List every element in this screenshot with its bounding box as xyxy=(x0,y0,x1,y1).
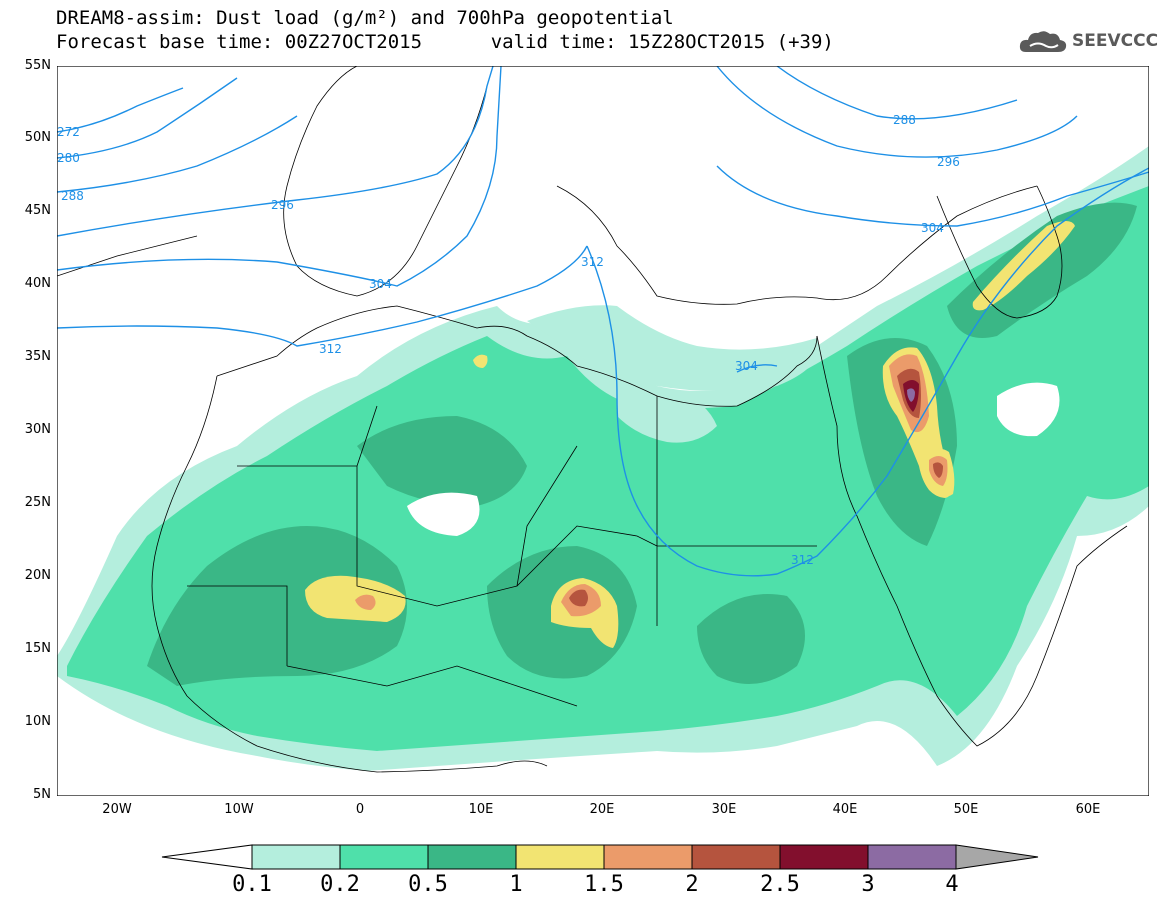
lat-label: 35N xyxy=(24,349,51,364)
colorbar-tick: 2.5 xyxy=(760,872,800,897)
lat-label: 15N xyxy=(24,641,51,656)
colorbar-swatch xyxy=(427,844,517,870)
dust-map: 272 280 288 296 304 312 304 312 288 296 … xyxy=(57,66,1149,796)
lat-label: 10N xyxy=(24,714,51,729)
contour-272 xyxy=(57,87,184,133)
contour-label: 312 xyxy=(319,342,342,356)
dust-region-dark-caspian xyxy=(947,202,1137,338)
dust-free-arabia-patch xyxy=(997,382,1060,437)
lon-label: 40E xyxy=(832,802,858,817)
dust-region-red-kuwait xyxy=(933,462,943,478)
contour-288-east xyxy=(776,66,1018,120)
colorbar-swatch xyxy=(515,844,605,870)
dust-region-purple-iraq xyxy=(907,388,915,402)
colorbar-low-triangle xyxy=(161,844,253,870)
contour-label: 280 xyxy=(57,151,80,165)
colorbar xyxy=(161,844,1039,870)
dust-region-red-chad xyxy=(569,589,588,607)
colorbar-tick: 0.5 xyxy=(408,872,448,897)
colorbar-swatch xyxy=(867,844,957,870)
contour-label: 304 xyxy=(735,359,758,373)
dust-free-libya-patch xyxy=(407,492,480,536)
contour-label: 272 xyxy=(57,125,80,139)
geopotential-contours xyxy=(57,66,1149,577)
lon-label: 30E xyxy=(711,802,737,817)
lat-label: 55N xyxy=(24,58,51,73)
contour-label: 312 xyxy=(791,553,814,567)
contour-label: 304 xyxy=(369,277,392,291)
colorbar-swatch xyxy=(779,844,869,870)
contour-280 xyxy=(57,77,238,159)
contour-label: 288 xyxy=(61,189,84,203)
dust-free-egypt-patch xyxy=(617,388,717,443)
dust-field xyxy=(57,146,1149,771)
lon-label: 20W xyxy=(102,802,132,817)
colorbar-tick: 0.2 xyxy=(320,872,360,897)
contour-label: 296 xyxy=(937,155,960,169)
logo-text: SEEVCCC xyxy=(1072,31,1159,51)
contour-304-east xyxy=(716,165,1149,227)
contour-296-east xyxy=(716,66,1078,158)
dust-region-yellow-tunisia xyxy=(473,354,488,368)
lat-label: 5N xyxy=(33,787,51,802)
seevccc-logo: SEEVCCC xyxy=(1018,28,1158,54)
contour-304-west xyxy=(57,66,502,287)
colorbar-tick: 4 xyxy=(945,872,959,897)
lat-label: 20N xyxy=(24,568,51,583)
contour-label: 312 xyxy=(581,255,604,269)
colorbar-swatch xyxy=(691,844,781,870)
dust-free-mediterranean xyxy=(527,305,819,391)
colorbar-tick: 1 xyxy=(509,872,523,897)
lat-label: 50N xyxy=(24,130,51,145)
contour-label: 304 xyxy=(921,221,944,235)
dust-region-yellow-mali xyxy=(305,575,406,622)
forecast-base-time: Forecast base time: 00Z27OCT2015 xyxy=(56,31,423,53)
coastlines xyxy=(57,66,1128,773)
dust-region-dark-west xyxy=(147,526,407,686)
dust-region-yellow-caspian xyxy=(972,221,1075,311)
contour-labels: 272 280 288 296 304 312 304 312 288 296 … xyxy=(57,113,960,567)
lon-label: 20E xyxy=(589,802,615,817)
lon-label: 50E xyxy=(953,802,979,817)
colorbar-tick: 1.5 xyxy=(584,872,624,897)
colorbar-tick: 0.1 xyxy=(232,872,272,897)
cloud-icon xyxy=(1019,31,1067,52)
lon-label: 0 xyxy=(355,802,365,817)
contour-label: 296 xyxy=(271,198,294,212)
colorbar-tick: 3 xyxy=(861,872,875,897)
contour-296-west xyxy=(57,66,494,237)
lat-label: 30N xyxy=(24,422,51,437)
lat-label: 40N xyxy=(24,276,51,291)
contour-288-west xyxy=(57,115,298,193)
map-title: DREAM8-assim: Dust load (g/m²) and 700hP… xyxy=(56,7,674,29)
valid-time: valid time: 15Z28OCT2015 (+39) xyxy=(490,31,834,53)
contour-312-central xyxy=(586,167,1149,577)
dust-region-dark-sudan xyxy=(697,594,805,684)
map-subtitle: Forecast base time: 00Z27OCT2015 valid t… xyxy=(56,32,834,52)
lat-label: 45N xyxy=(24,203,51,218)
lon-label: 10E xyxy=(468,802,494,817)
lon-label: 60E xyxy=(1075,802,1101,817)
colorbar-swatch xyxy=(603,844,693,870)
colorbar-swatch xyxy=(339,844,429,870)
colorbar-swatch xyxy=(251,844,341,870)
lat-label: 25N xyxy=(24,495,51,510)
lon-label: 10W xyxy=(224,802,254,817)
dust-region-orange-mali xyxy=(355,594,376,610)
colorbar-tick: 2 xyxy=(685,872,699,897)
contour-304-cyprus xyxy=(736,364,778,373)
colorbar-high-triangle xyxy=(955,844,1039,870)
dust-region-dark-central xyxy=(357,416,527,506)
contour-312-west xyxy=(57,245,588,347)
contour-label: 288 xyxy=(893,113,916,127)
